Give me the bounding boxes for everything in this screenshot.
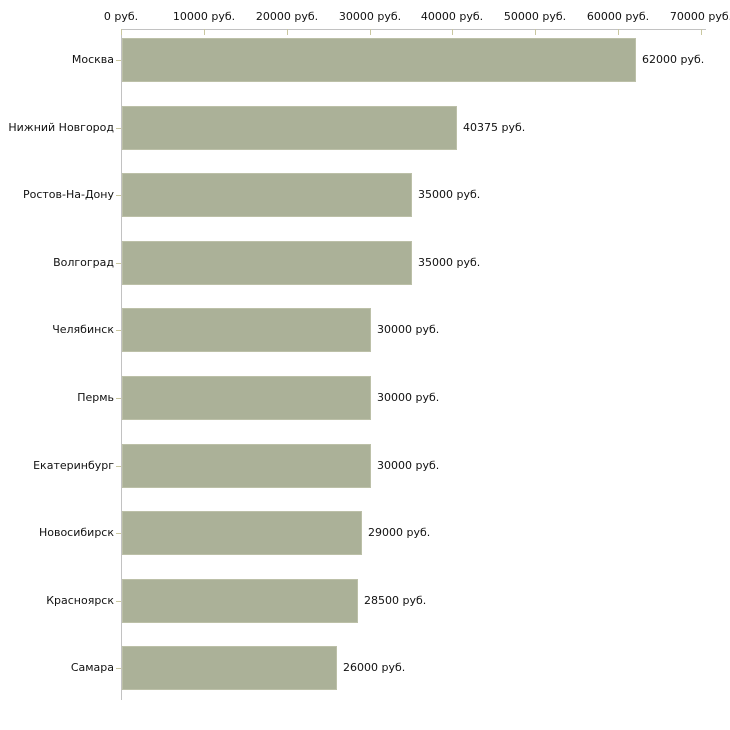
bar (122, 511, 362, 555)
y-tick (116, 533, 121, 534)
value-label: 28500 руб. (364, 594, 427, 607)
y-tick (116, 128, 121, 129)
x-tick-label: 50000 руб. (503, 10, 567, 23)
x-tick (618, 29, 619, 35)
category-label: Челябинск (52, 323, 114, 336)
y-tick (116, 398, 121, 399)
category-label: Ростов-На-Дону (22, 188, 114, 201)
value-label: 35000 руб. (418, 256, 481, 269)
x-tick-label: 30000 руб. (338, 10, 402, 23)
x-tick (452, 29, 453, 35)
y-tick (116, 263, 121, 264)
value-label: 40375 руб. (463, 121, 526, 134)
category-label: Нижний Новгород (8, 121, 114, 134)
bar (122, 38, 636, 82)
x-tick-label: 0 руб. (103, 10, 139, 23)
value-label: 30000 руб. (377, 459, 440, 472)
x-axis-line (121, 29, 706, 30)
category-label: Новосибирск (38, 526, 114, 539)
y-tick (116, 60, 121, 61)
category-label: Красноярск (46, 594, 114, 607)
bar (122, 376, 371, 420)
x-tick (204, 29, 205, 35)
y-tick (116, 466, 121, 467)
bar (122, 646, 337, 690)
x-tick-label: 20000 руб. (255, 10, 319, 23)
bar (122, 241, 412, 285)
bar (122, 579, 358, 623)
y-tick (116, 195, 121, 196)
category-label: Самара (70, 661, 114, 674)
value-label: 29000 руб. (368, 526, 431, 539)
category-label: Пермь (77, 391, 114, 404)
value-label: 30000 руб. (377, 323, 440, 336)
x-tick (535, 29, 536, 35)
x-tick-label: 70000 руб. (669, 10, 730, 23)
y-tick (116, 601, 121, 602)
y-tick (116, 330, 121, 331)
x-tick (121, 29, 122, 35)
x-tick-label: 10000 руб. (172, 10, 236, 23)
value-label: 62000 руб. (642, 53, 705, 66)
x-tick (370, 29, 371, 35)
category-label: Волгоград (53, 256, 114, 269)
category-label: Екатеринбург (33, 459, 114, 472)
bar (122, 308, 371, 352)
category-label: Москва (71, 53, 114, 66)
x-tick-label: 40000 руб. (420, 10, 484, 23)
x-tick-label: 60000 руб. (586, 10, 650, 23)
value-label: 30000 руб. (377, 391, 440, 404)
bar (122, 106, 457, 150)
x-tick (287, 29, 288, 35)
y-tick (116, 668, 121, 669)
bar (122, 173, 412, 217)
x-tick (701, 29, 702, 35)
bar (122, 444, 371, 488)
value-label: 35000 руб. (418, 188, 481, 201)
y-axis-line (121, 29, 122, 700)
value-label: 26000 руб. (343, 661, 406, 674)
